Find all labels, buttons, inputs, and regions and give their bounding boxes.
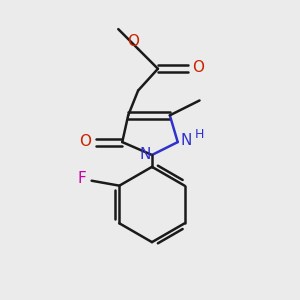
Text: O: O [193,60,205,75]
Text: O: O [80,134,92,148]
Text: H: H [195,128,204,141]
Text: F: F [77,171,86,186]
Text: N: N [181,133,192,148]
Text: O: O [127,34,139,49]
Text: N: N [140,148,151,163]
